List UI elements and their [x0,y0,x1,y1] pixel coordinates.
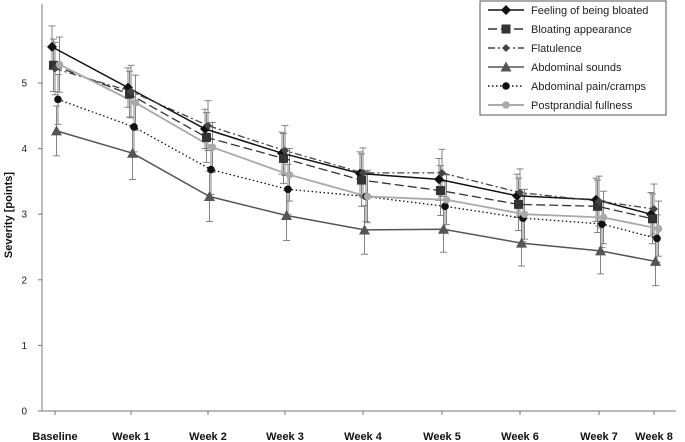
legend-box [479,0,667,116]
y-tick-label: 5 [21,79,27,90]
data-point [650,255,661,266]
data-point [598,220,606,228]
data-point [593,201,602,211]
y-tick-label: 3 [21,210,27,221]
legend-label: Feeling of being bloated [531,5,648,17]
legend-label: Postprandial fullness [531,100,633,112]
legend-swatch-marker [502,44,510,52]
data-point [202,132,211,142]
y-axis-title: Severity [points] [3,172,15,259]
data-point [47,41,57,52]
y-tick-labels: 0 1 2 3 4 5 [21,79,27,418]
data-point [204,190,215,201]
data-point [207,165,215,174]
data-point [285,171,294,179]
legend-swatch-marker [501,5,511,15]
axes [38,4,676,415]
x-tick-label: Week 6 [501,431,539,442]
y-tick-label: 2 [21,275,27,286]
x-tick-label: Week 2 [189,431,227,442]
data-point [130,123,138,131]
data-point [441,202,449,211]
legend-swatch-marker [502,101,510,109]
data-point [650,204,658,213]
data-point [131,98,140,107]
data-point [595,245,606,256]
data-point [125,89,134,99]
data-point [55,60,64,69]
data-point [595,197,603,206]
data-point [434,174,444,185]
data-point [204,121,212,130]
y-tick-label: 1 [21,341,27,352]
x-tick-label: Week 5 [423,431,461,442]
data-point [438,223,449,234]
legend: Feeling of being bloated Bloating appeara… [479,0,667,116]
data-point [514,199,523,209]
series-markers [47,41,663,266]
data-point [127,147,138,158]
data-point [54,95,62,104]
data-point [442,195,451,204]
legend-swatch-marker [500,61,512,72]
data-point [208,143,217,152]
data-point [648,214,657,224]
data-point [51,125,62,136]
legend-label: Abdominal pain/cramps [531,81,646,93]
data-point [357,175,366,185]
x-tick-label: Week 7 [580,431,618,442]
data-point [281,146,289,155]
y-tick-label: 0 [21,407,27,418]
legend-swatch-marker [501,24,511,34]
data-point [438,168,446,177]
x-tick-labels: Baseline Week 1 Week 2 Week 3 Week 4 Week 5 We… [32,431,672,442]
legend-label: Flatulence [531,43,582,55]
x-tick-label: Week 8 [635,431,673,442]
data-point [281,210,292,221]
data-point [49,60,58,70]
data-point [520,210,529,218]
data-point [127,87,135,96]
legend-label: Bloating appearance [531,24,632,36]
legend-swatch-marker [502,82,510,90]
data-point [359,224,370,235]
legend-label: Abdominal sounds [531,62,622,74]
data-point [359,168,367,177]
data-point [279,153,288,163]
data-point [516,237,527,248]
data-point [654,224,663,233]
y-tick-label: 4 [21,144,27,155]
x-tick-label: Week 4 [344,431,383,442]
data-point [653,234,661,243]
series-line [57,98,658,240]
data-point [284,185,292,194]
data-point [436,186,445,196]
data-point [516,188,524,197]
x-tick-label: Week 3 [266,431,304,442]
x-tick-label: Week 1 [112,431,150,442]
x-tick-label: Baseline [32,431,77,442]
data-point [363,192,372,201]
data-point [599,213,608,222]
